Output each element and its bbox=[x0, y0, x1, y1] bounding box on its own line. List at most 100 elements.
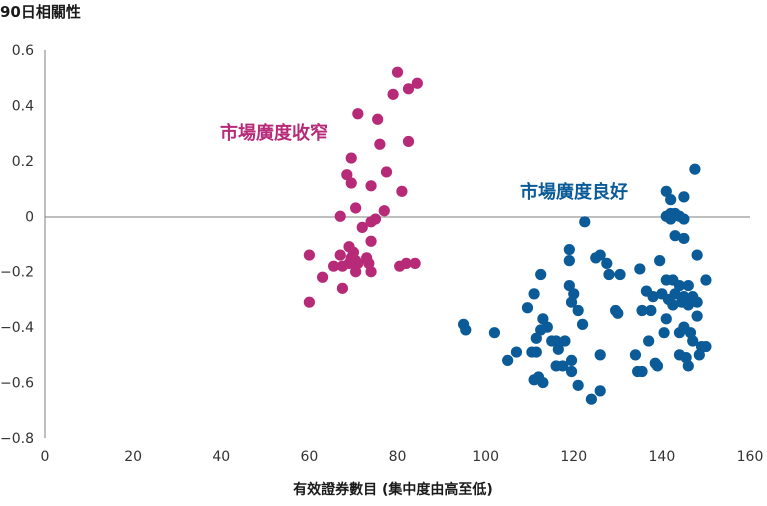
data-point bbox=[356, 221, 368, 233]
data-point bbox=[316, 271, 329, 283]
data-point bbox=[691, 296, 703, 308]
data-point bbox=[660, 313, 672, 325]
y-tick-label: −0.6 bbox=[0, 376, 34, 392]
data-point bbox=[365, 266, 377, 278]
data-point bbox=[651, 360, 664, 372]
data-point bbox=[552, 343, 564, 355]
data-point bbox=[565, 354, 578, 366]
data-point bbox=[691, 310, 703, 322]
data-point bbox=[614, 268, 626, 281]
data-point bbox=[537, 313, 549, 325]
data-point bbox=[411, 77, 423, 89]
data-point bbox=[365, 216, 377, 228]
data-point bbox=[636, 304, 648, 317]
data-point bbox=[572, 304, 584, 317]
data-point bbox=[378, 205, 390, 217]
data-point bbox=[603, 268, 615, 281]
data-point bbox=[510, 346, 523, 358]
data-point bbox=[387, 88, 399, 100]
data-point bbox=[689, 163, 701, 175]
data-point bbox=[409, 257, 421, 269]
x-tick-label: 80 bbox=[389, 449, 407, 465]
series-label-narrow: 市場廣度收窄 bbox=[220, 122, 328, 144]
data-point bbox=[585, 393, 597, 405]
data-point bbox=[563, 255, 575, 267]
x-tick-label: 160 bbox=[737, 449, 764, 465]
data-point bbox=[572, 379, 584, 391]
data-point bbox=[402, 83, 415, 95]
x-axis-label: 有效證券數目 (集中度由高至低) bbox=[293, 481, 493, 498]
chart-title: 90日相關性 bbox=[0, 3, 81, 21]
data-point bbox=[590, 252, 602, 264]
data-point bbox=[374, 138, 386, 150]
y-tick-label: 0.4 bbox=[12, 98, 34, 114]
data-point bbox=[341, 169, 353, 181]
y-tick-label: 0 bbox=[25, 209, 34, 225]
data-point bbox=[391, 66, 404, 78]
data-point bbox=[350, 202, 362, 214]
data-point bbox=[372, 113, 384, 125]
y-tick-label: −0.4 bbox=[0, 320, 34, 336]
data-point bbox=[380, 166, 393, 178]
data-point bbox=[691, 249, 703, 261]
y-tick-label: −0.8 bbox=[0, 431, 34, 447]
data-point bbox=[530, 332, 542, 344]
data-point bbox=[365, 180, 377, 192]
data-point bbox=[634, 263, 646, 275]
x-tick-label: 140 bbox=[649, 449, 676, 465]
data-point bbox=[521, 302, 534, 314]
data-point bbox=[658, 327, 670, 339]
data-point bbox=[700, 274, 712, 286]
data-point bbox=[328, 260, 340, 272]
data-point bbox=[678, 232, 690, 245]
data-point bbox=[682, 279, 694, 292]
data-point bbox=[682, 299, 694, 311]
data-point bbox=[665, 213, 677, 225]
data-point bbox=[563, 243, 575, 256]
data-point bbox=[488, 327, 501, 339]
data-point bbox=[557, 360, 569, 372]
data-point bbox=[528, 288, 540, 300]
data-point bbox=[336, 282, 349, 294]
y-tick-label: 0.6 bbox=[12, 43, 34, 59]
data-point bbox=[502, 354, 514, 366]
series-narrow-points bbox=[303, 66, 423, 308]
data-point bbox=[700, 340, 712, 353]
data-point bbox=[594, 349, 606, 361]
data-point bbox=[350, 266, 362, 278]
y-tick-label: 0.2 bbox=[12, 154, 34, 170]
data-point bbox=[565, 365, 578, 378]
data-point bbox=[460, 324, 472, 336]
data-point bbox=[530, 346, 542, 358]
data-point bbox=[365, 235, 377, 247]
data-points bbox=[303, 66, 712, 405]
data-point bbox=[559, 335, 571, 347]
data-point bbox=[669, 230, 681, 242]
data-point bbox=[334, 210, 346, 222]
data-point bbox=[678, 213, 690, 225]
data-point bbox=[682, 360, 694, 372]
x-tick-label: 60 bbox=[300, 449, 318, 465]
data-point bbox=[678, 191, 690, 203]
x-tick-label: 100 bbox=[472, 449, 499, 465]
data-point bbox=[665, 194, 677, 206]
data-point bbox=[336, 260, 349, 272]
data-point bbox=[601, 257, 613, 269]
series-label-broad: 市場廣度良好 bbox=[520, 181, 628, 203]
data-point bbox=[334, 249, 346, 261]
data-point bbox=[673, 279, 686, 292]
data-point bbox=[576, 318, 589, 330]
data-point bbox=[303, 249, 315, 261]
data-point bbox=[541, 321, 553, 333]
data-point bbox=[654, 255, 666, 267]
data-point bbox=[345, 177, 357, 189]
data-point bbox=[579, 216, 591, 228]
data-point bbox=[535, 268, 547, 281]
data-point bbox=[693, 349, 705, 361]
data-point bbox=[563, 279, 575, 292]
x-tick-label: 40 bbox=[212, 449, 230, 465]
data-point bbox=[645, 304, 657, 317]
data-point bbox=[565, 296, 578, 308]
